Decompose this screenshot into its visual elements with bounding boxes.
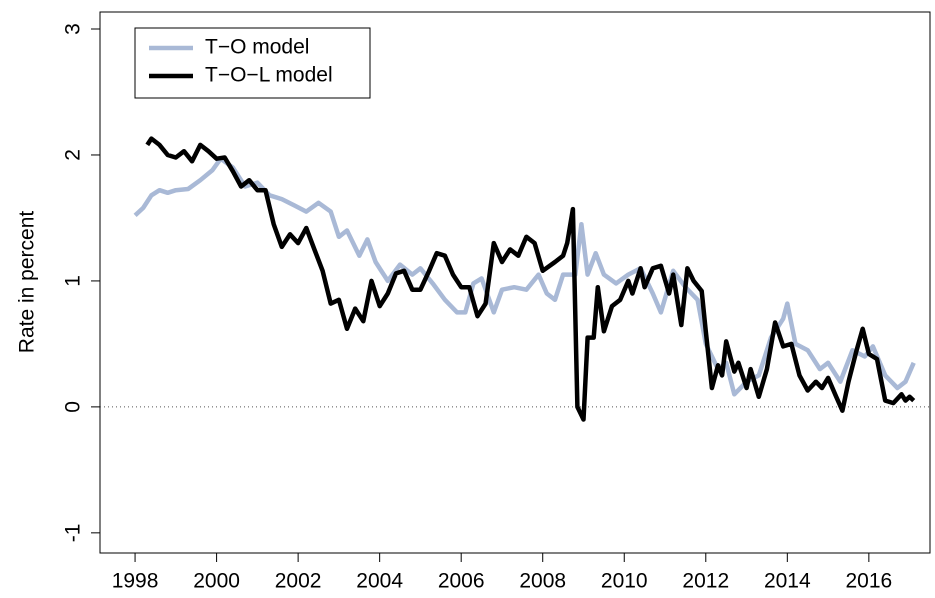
x-tick-label: 2002: [275, 570, 322, 593]
x-tick-label: 2014: [764, 570, 811, 593]
y-tick-label: 0: [62, 401, 85, 413]
x-tick-label: 2012: [682, 570, 729, 593]
legend-box: [134, 27, 371, 99]
series-line: [145, 136, 916, 422]
legend-label: T−O−L model: [205, 64, 333, 87]
y-tick-label: 1: [62, 275, 85, 287]
x-tick-label: 2016: [845, 570, 892, 593]
x-tick-label: 2000: [193, 570, 240, 593]
y-axis-label: Rate in percent: [16, 211, 39, 354]
x-tick-label: 2010: [601, 570, 648, 593]
y-tick-label: 3: [62, 23, 85, 35]
x-tick-label: 2008: [519, 570, 566, 593]
plot-frame: [99, 11, 931, 554]
x-tick-label: 2006: [438, 570, 485, 593]
y-tick-label: 2: [62, 149, 85, 161]
legend-label: T−O model: [205, 36, 309, 59]
x-tick-label: 1998: [112, 570, 159, 593]
x-tick-label: 2004: [356, 570, 403, 593]
y-tick-label: -1: [62, 524, 85, 543]
